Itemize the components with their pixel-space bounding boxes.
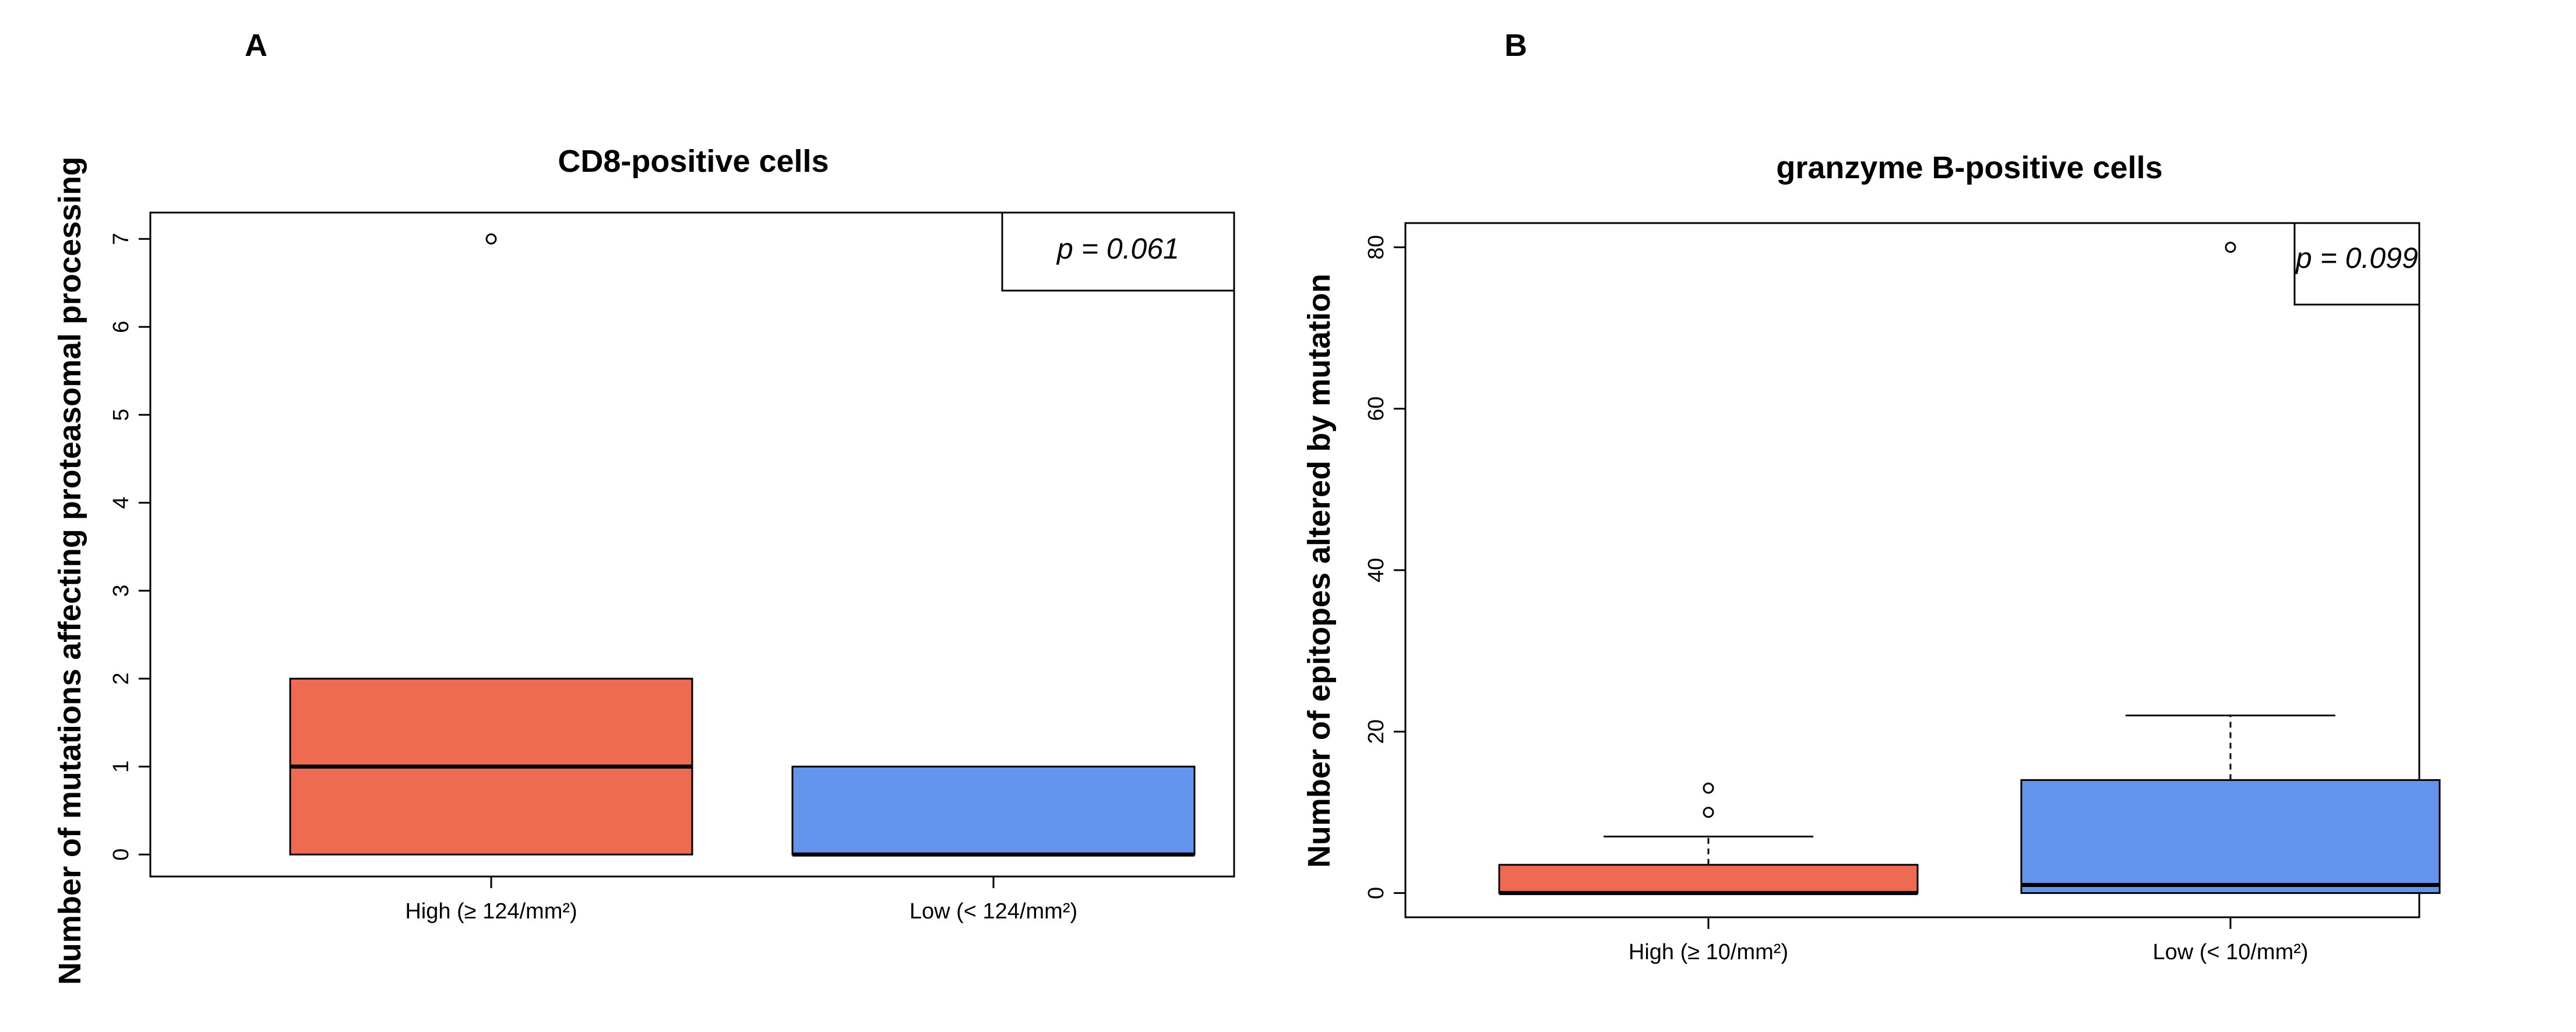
y-axis-label-a: Number of mutations affecting proteasoma…: [52, 157, 87, 985]
chart-panel-b: granzyme B-positive cells Number of epit…: [1302, 150, 2441, 964]
box-high: [1498, 782, 1919, 895]
pvalue-frame-b: [2293, 222, 2420, 306]
y-tick-label: 1: [109, 761, 133, 773]
y-tick-label: 7: [109, 233, 133, 245]
y-tick-label: 80: [1364, 235, 1389, 259]
outlier-point: [485, 233, 497, 245]
chart-title-a: CD8-positive cells: [558, 144, 829, 179]
y-tick-label: 5: [109, 409, 133, 421]
pvalue-frame-a: [1001, 211, 1235, 292]
boxes-b: [1498, 242, 2441, 895]
boxes-a: [289, 233, 1196, 857]
y-tick-label: 6: [109, 321, 133, 333]
x-category-label: Low (< 124/mm²): [910, 899, 1077, 924]
y-tick-label: 3: [109, 585, 133, 597]
y-axis-a: 0 1 2 3 4 5 6 7 High (≥ 124/mm²) Low (< 124/mm²): [109, 233, 1077, 924]
x-category-label: High (≥ 124/mm²): [405, 899, 577, 924]
y-tick-label: 2: [109, 673, 133, 685]
y-axis-b: 0 20 40 60 80 High (≥ 10/mm²) Low (< 10/mm²): [1364, 235, 2309, 964]
y-axis-label-b: Number of epitopes altered by mutation: [1302, 274, 1337, 868]
outlier-point: [1703, 807, 1714, 818]
box-body: [1498, 864, 1919, 894]
box-low: [791, 765, 1196, 857]
pvalue-a: p = 0.061: [1056, 232, 1179, 265]
pvalue-box-a: p = 0.061: [1001, 211, 1235, 292]
pvalue-b: p = 0.099: [2295, 242, 2418, 274]
x-category-label: High (≥ 10/mm²): [1629, 940, 1788, 964]
box-low: [2020, 242, 2441, 894]
x-category-label: Low (< 10/mm²): [2152, 940, 2308, 964]
panel-letter-b: B: [1504, 28, 1527, 63]
y-tick-label: 4: [109, 497, 133, 509]
y-tick-label: 0: [1364, 887, 1389, 899]
chart-panel-a: CD8-positive cells Number of mutations a…: [52, 144, 1235, 985]
y-tick-label: 20: [1364, 719, 1389, 744]
y-tick-label: 60: [1364, 397, 1389, 421]
outlier-point: [2225, 242, 2236, 253]
chart-title-b: granzyme B-positive cells: [1776, 150, 2162, 185]
pvalue-box-b: p = 0.099: [2293, 222, 2420, 306]
outlier-point: [1703, 782, 1714, 794]
y-tick-label: 0: [109, 849, 133, 861]
box-high: [289, 233, 693, 856]
box-body: [2020, 779, 2441, 894]
panel-letter-a: A: [245, 28, 267, 63]
box-body: [791, 765, 1196, 856]
y-tick-label: 40: [1364, 558, 1389, 582]
